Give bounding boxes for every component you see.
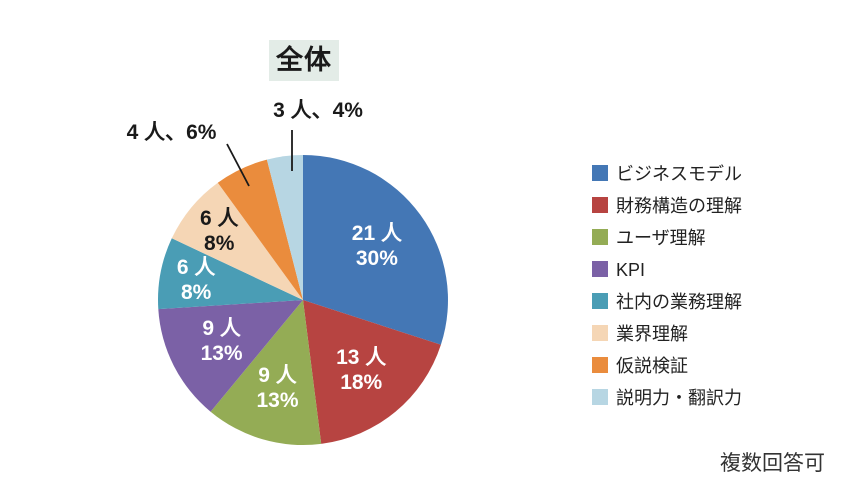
legend-label: 仮説検証	[616, 355, 688, 376]
pie-slice-5	[158, 238, 303, 310]
pie-data-label-line: 9 人	[258, 363, 297, 387]
multiple-answers-note: 複数回答可	[720, 452, 825, 475]
pie-data-label-line: 6 人	[176, 255, 216, 279]
pie-data-label-line: 13%	[256, 388, 299, 412]
pie-slice-4	[158, 300, 303, 412]
legend-swatch	[592, 229, 608, 245]
pie-data-label-3: 9 人 13%	[256, 363, 298, 413]
pie-slice-3	[210, 300, 322, 446]
pie-data-label-4: 9 人 13%	[201, 316, 243, 366]
legend-item-7: 仮説検証	[592, 349, 742, 381]
legend-label: ユーザ理解	[616, 227, 706, 248]
callout-leader-line-2	[226, 143, 250, 187]
pie-data-label-line: 8%	[204, 231, 235, 255]
legend-item-5: 社内の業務理解	[592, 285, 742, 317]
legend-swatch	[592, 261, 608, 277]
legend-swatch	[592, 165, 608, 181]
legend-swatch	[592, 389, 608, 405]
pie-data-label-line: 8%	[180, 280, 212, 304]
legend-label: 業界理解	[616, 323, 688, 344]
legend-label: 説明力・翻訳力	[616, 387, 742, 408]
legend-swatch	[592, 197, 608, 213]
chart-title: 全体	[269, 40, 339, 81]
legend-label: ビジネスモデル	[616, 163, 742, 184]
legend-item-6: 業界理解	[592, 317, 742, 349]
legend-item-8: 説明力・翻訳力	[592, 381, 742, 413]
pie-slice-1	[303, 155, 448, 345]
legend-label: 社内の業務理解	[616, 291, 742, 312]
pie-data-label-5: 6 人 8%	[177, 255, 216, 305]
legend-swatch	[592, 293, 608, 309]
legend-item-3: ユーザ理解	[592, 221, 742, 253]
legend-label: 財務構造の理解	[616, 195, 742, 216]
pie-data-label-line: 18%	[340, 371, 383, 395]
pie-slice-6	[171, 182, 303, 300]
pie-data-label-6: 6 人 8%	[200, 206, 239, 256]
pie-data-label-line: 13%	[200, 342, 243, 366]
callout-label-explanation-translation: 3 人、4%	[273, 99, 363, 122]
pie-data-label-line: 9 人	[202, 317, 241, 341]
pie-data-label-line: 30%	[355, 247, 398, 271]
callout-label-hypothesis-testing: 4 人、6%	[126, 121, 217, 144]
pie-data-label-line: 21 人	[351, 222, 402, 246]
pie-slice-2	[303, 300, 441, 444]
pie-data-label-1: 21 人 30%	[352, 221, 402, 271]
legend-swatch	[592, 325, 608, 341]
pie-data-label-line: 6 人	[199, 206, 239, 230]
pie-data-label-line: 13 人	[336, 346, 387, 370]
legend: ビジネスモデル 財務構造の理解 ユーザ理解 KPI 社内の業務理解 業界理解仮説検証説明力…	[592, 157, 742, 413]
legend-item-2: 財務構造の理解	[592, 189, 742, 221]
legend-item-4: KPI	[592, 253, 742, 285]
pie-data-label-2: 13 人 18%	[336, 345, 386, 395]
pie-slice-7	[217, 159, 303, 300]
legend-swatch	[592, 357, 608, 373]
legend-label: KPI	[616, 259, 646, 280]
pie-slice-8	[266, 155, 303, 300]
legend-item-1: ビジネスモデル	[592, 157, 742, 189]
